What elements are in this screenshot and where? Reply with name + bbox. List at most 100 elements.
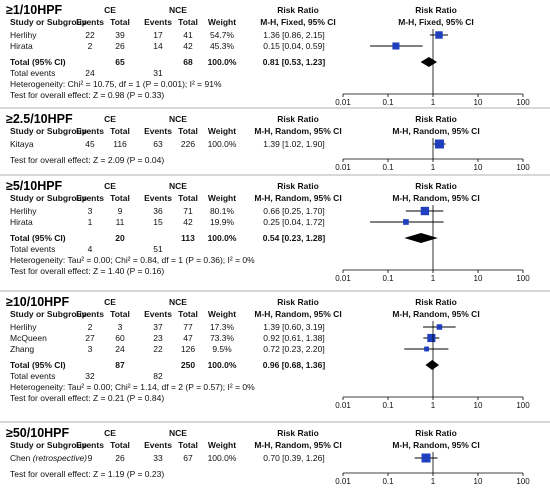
- study-name: Zhang: [10, 344, 34, 354]
- group-label: NCE: [169, 297, 187, 307]
- study-name: Chen (retrospective): [10, 453, 87, 463]
- events-ce: 3: [88, 344, 93, 354]
- total-ce: 87: [115, 360, 125, 370]
- events-nce: 14: [153, 41, 163, 51]
- overall-effect-test: Test for overall effect: Z = 1.40 (P = 0…: [10, 266, 164, 276]
- column-header: Events: [76, 440, 104, 450]
- study-marker: [421, 453, 431, 463]
- events-ce: 1: [88, 217, 93, 227]
- effect-header: Risk Ratio: [415, 5, 457, 15]
- column-header: Study or Subgroup: [10, 440, 87, 450]
- column-header: Events: [76, 126, 104, 136]
- events-nce: 15: [153, 217, 163, 227]
- study-weight: 80.1%: [210, 206, 235, 216]
- total-events-nce: 31: [153, 68, 163, 78]
- total-ce: 65: [115, 57, 125, 67]
- total-ci: 0.81 [0.53, 1.23]: [263, 57, 326, 67]
- effect-header: Risk Ratio: [277, 181, 319, 191]
- tick-label: 10: [474, 477, 483, 486]
- risk-ratio-ci: 1.36 [0.86, 2.15]: [263, 30, 324, 40]
- total-diamond: [420, 57, 438, 67]
- total-label: Total (95% CI): [10, 57, 66, 67]
- effect-header: Risk Ratio: [277, 428, 319, 438]
- total-nce: 113: [181, 233, 195, 243]
- panel-title: ≥2.5/10HPF: [6, 112, 73, 126]
- study-weight: 19.9%: [210, 217, 235, 227]
- column-header: Total: [178, 193, 198, 203]
- forest-panel: ≥10/10HPF CE NCE Risk Ratio Risk Ratio Study …: [0, 290, 550, 410]
- effect-header: Risk Ratio: [277, 114, 319, 124]
- total-ce: 20: [115, 233, 125, 243]
- forest-panel: ≥5/10HPF CE NCE Risk Ratio Risk Ratio Study o…: [0, 174, 550, 283]
- tick-label: 0.01: [335, 163, 351, 172]
- tick-label: 1: [431, 401, 436, 410]
- total-nce: 71: [183, 206, 193, 216]
- risk-ratio-ci: 0.92 [0.61, 1.38]: [263, 333, 324, 343]
- tick-label: 0.1: [382, 98, 394, 107]
- column-header: Total: [110, 126, 130, 136]
- column-header: Events: [76, 193, 104, 203]
- total-events-label: Total events: [10, 244, 55, 254]
- column-header: Study or Subgroup: [10, 17, 87, 27]
- group-label: CE: [104, 181, 116, 191]
- total-events-nce: 51: [153, 244, 163, 254]
- total-nce: 42: [183, 217, 193, 227]
- events-ce: 2: [88, 322, 93, 332]
- column-header: Total: [178, 17, 198, 27]
- column-header: Total: [110, 440, 130, 450]
- total-weight: 100.0%: [208, 360, 237, 370]
- group-label: CE: [104, 5, 116, 15]
- group-label: CE: [104, 428, 116, 438]
- effect-header: Risk Ratio: [415, 114, 457, 124]
- column-header: Events: [76, 17, 104, 27]
- study-marker: [403, 219, 409, 225]
- effect-header: Risk Ratio: [277, 297, 319, 307]
- group-label: CE: [104, 297, 116, 307]
- group-label: NCE: [169, 428, 187, 438]
- overall-effect-test: Test for overall effect: Z = 2.09 (P = 0…: [10, 155, 164, 165]
- effect-method: M-H, Fixed, 95% CI: [398, 17, 474, 27]
- risk-ratio-ci: 0.15 [0.04, 0.59]: [263, 41, 324, 51]
- heterogeneity: Heterogeneity: Tau² = 0.00; Chi² = 1.14,…: [10, 382, 255, 392]
- total-ce: 60: [115, 333, 125, 343]
- events-ce: 27: [85, 333, 95, 343]
- total-events-nce: 82: [153, 371, 163, 381]
- total-nce: 42: [183, 41, 193, 51]
- total-ci: 0.96 [0.68, 1.36]: [263, 360, 326, 370]
- study-weight: 45.3%: [210, 41, 235, 51]
- study-weight: 54.7%: [210, 30, 235, 40]
- tick-label: 0.01: [335, 98, 351, 107]
- panel-title: ≥1/10HPF: [6, 3, 63, 17]
- events-ce: 45: [85, 139, 95, 149]
- effect-method: M-H, Random, 95% CI: [254, 193, 341, 203]
- total-ci: 0.54 [0.23, 1.28]: [263, 233, 326, 243]
- study-marker: [436, 324, 443, 330]
- heterogeneity: Heterogeneity: Chi² = 10.75, df = 1 (P =…: [10, 79, 222, 89]
- effect-method: M-H, Fixed, 95% CI: [260, 17, 336, 27]
- total-nce: 68: [183, 57, 193, 67]
- column-header: Events: [144, 17, 172, 27]
- panel-title: ≥10/10HPF: [6, 295, 70, 309]
- total-weight: 100.0%: [208, 57, 237, 67]
- tick-label: 100: [516, 163, 530, 172]
- study-name: Hirata: [10, 217, 33, 227]
- group-label: NCE: [169, 114, 187, 124]
- effect-header: Risk Ratio: [415, 181, 457, 191]
- effect-header: Risk Ratio: [415, 428, 457, 438]
- total-ce: 3: [118, 322, 123, 332]
- total-nce: 250: [181, 360, 195, 370]
- total-ce: 26: [115, 41, 125, 51]
- study-weight: 100.0%: [208, 453, 237, 463]
- tick-label: 100: [516, 401, 530, 410]
- tick-label: 10: [474, 274, 483, 283]
- total-events-ce: 24: [85, 68, 95, 78]
- tick-label: 1: [431, 98, 436, 107]
- tick-label: 100: [516, 98, 530, 107]
- column-header: Total: [110, 193, 130, 203]
- column-header: Weight: [208, 440, 236, 450]
- study-marker: [392, 42, 400, 50]
- events-ce: 22: [85, 30, 95, 40]
- total-events-ce: 4: [88, 244, 93, 254]
- overall-effect-test: Test for overall effect: Z = 0.98 (P = 0…: [10, 90, 164, 100]
